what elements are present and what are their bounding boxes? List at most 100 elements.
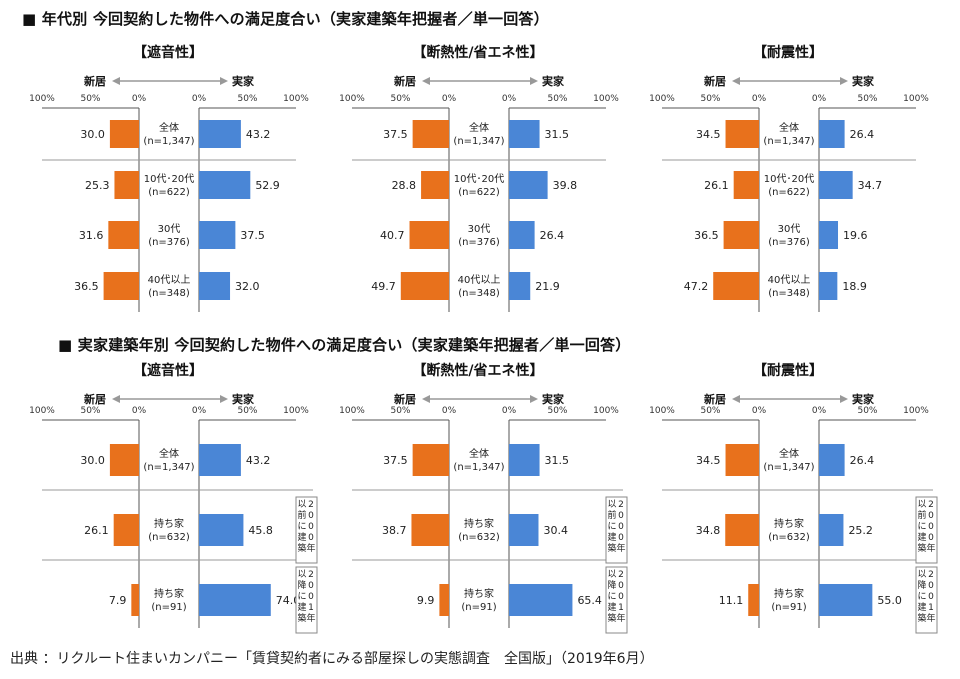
age-2-bar-new: [713, 272, 759, 300]
age-1-arrow-right-head: [530, 77, 538, 85]
age-0-category-n: (n=1,347): [143, 136, 194, 147]
age-0-right-label: 実家: [232, 74, 255, 88]
build-1-category-n: (n=1,347): [453, 462, 504, 473]
build-2-side-desc-char: 築: [917, 542, 926, 554]
build-0-category-n: (n=91): [151, 602, 186, 613]
age-2-bar-parent: [819, 221, 839, 249]
build-0-value-parent: 74.0: [276, 594, 301, 607]
age-1-bar-parent: [509, 272, 531, 300]
build-0-category-label: 持ち家: [154, 587, 184, 600]
age-2-left-tick: 50%: [700, 94, 720, 104]
build-1-value-new: 9.9: [417, 594, 435, 607]
build-2-side-desc-char: に: [917, 521, 926, 532]
build-2-side-desc-char: 築: [917, 612, 926, 624]
age-0-bar-new: [109, 120, 139, 148]
build-0-side-desc-char: に: [297, 591, 306, 602]
build-2-left-tick: 100%: [649, 406, 675, 416]
age-1-value-parent: 31.5: [545, 128, 570, 141]
age-1-bar-new: [412, 120, 449, 148]
build-1-side-desc-char: 築: [607, 612, 616, 624]
build-1-right-tick: 0%: [502, 406, 517, 416]
age-1-value-parent: 39.8: [553, 179, 578, 192]
age-0-category-n: (n=622): [148, 187, 190, 198]
source-note: 出典 ：リクルート住まいカンパニー「賃貸契約者にみる部屋探しの実態調査 全国版」…: [10, 651, 654, 667]
age-1-right-tick: 0%: [502, 94, 517, 104]
build-2-side-year-char: 1: [928, 603, 934, 613]
build-0-side-year-char: 2: [308, 570, 314, 580]
build-2-category-label: 全体: [779, 447, 799, 460]
age-2-category-n: (n=348): [768, 288, 810, 299]
build-0-category-label: 全体: [159, 447, 179, 460]
build-0-side-desc-char: 降: [297, 579, 306, 591]
section-title-build-year: ■ 実家建築年別 今回契約した物件への満足度合い（実家建築年把握者／単一回答）: [58, 336, 631, 354]
build-0-side-year-char: 0: [308, 522, 314, 532]
build-2-side-box: [915, 566, 938, 634]
build-1-arrow-left-head: [422, 395, 430, 403]
age-2-bar-parent: [819, 272, 838, 300]
age-1-right-tick: 100%: [593, 94, 619, 104]
build-0-right-label: 実家: [232, 392, 255, 406]
build-1-side-desc-char: 築: [607, 542, 616, 554]
build-0-value-new: 26.1: [84, 524, 109, 537]
build-2-side-year-char: 0: [928, 511, 934, 521]
age-1-category-label: 10代･20代: [454, 173, 504, 185]
build-1-arrow-right-head: [530, 395, 538, 403]
age-2-category-n: (n=1,347): [763, 136, 814, 147]
build-2-side-year-char: 2: [928, 570, 934, 580]
build-2-bar-new: [725, 444, 759, 476]
age-1-value-parent: 21.9: [535, 280, 560, 293]
age-1-value-new: 28.8: [392, 179, 417, 192]
build-0-side-box: [295, 496, 318, 564]
age-0-value-parent: 32.0: [235, 280, 259, 293]
age-2-category-n: (n=622): [768, 187, 810, 198]
build-0-right-tick: 0%: [192, 406, 207, 416]
build-2-side-desc-char: に: [917, 591, 926, 602]
build-0-side-year-char: 0: [308, 592, 314, 602]
build-2-side-year-char: 2: [928, 500, 934, 510]
age-1-right-label: 実家: [542, 74, 565, 88]
age-2-bar-parent: [819, 120, 845, 148]
age-0-value-new: 36.5: [74, 280, 99, 293]
build-1-right-tick: 100%: [593, 406, 619, 416]
age-0-value-new: 31.6: [79, 229, 104, 242]
build-2-side-year-char: 0: [928, 533, 934, 543]
build-1-side-box: [605, 496, 628, 564]
build-1-side-year-char: 0: [618, 581, 624, 591]
build-0-side-desc-char: 建: [297, 531, 306, 543]
build-1-right-tick: 50%: [547, 406, 567, 416]
age-2-value-new: 36.5: [694, 229, 719, 242]
age-0-bar-parent: [199, 221, 236, 249]
age-2-value-parent: 19.6: [843, 229, 868, 242]
build-0-category-n: (n=632): [148, 532, 190, 543]
age-2-value-new: 47.2: [684, 280, 709, 293]
build-2-side-year-char: 0: [928, 592, 934, 602]
build-1-value-new: 37.5: [383, 454, 408, 467]
age-2-right-tick: 100%: [903, 94, 929, 104]
age-2-arrow-right-head: [840, 77, 848, 85]
build-1-category-label: 持ち家: [464, 517, 494, 530]
build-2-right-tick: 0%: [812, 406, 827, 416]
age-1-arrow-left-head: [422, 77, 430, 85]
age-1-left-tick: 100%: [339, 94, 365, 104]
build-0-side-desc-char: 築: [297, 542, 306, 554]
age-0-value-new: 30.0: [80, 128, 105, 141]
build-0-side-year-char: 1: [308, 603, 314, 613]
build-2-value-parent: 25.2: [848, 524, 873, 537]
build-2-value-new: 11.1: [719, 594, 744, 607]
age-2-bar-new: [723, 221, 759, 249]
build-1-side-year-char: 2: [618, 500, 624, 510]
build-2-bar-parent: [819, 584, 873, 616]
age-2-value-parent: 34.7: [858, 179, 883, 192]
build-0-side-year-char: 0: [308, 533, 314, 543]
build-1-side-year-char: 0: [618, 522, 624, 532]
age-2-left-tick: 0%: [752, 94, 767, 104]
build-1-side-year-char: 年: [616, 542, 625, 554]
build-2-category-n: (n=91): [771, 602, 806, 613]
build-2-side-desc-char: 建: [917, 601, 926, 613]
build-1-left-label: 新居: [394, 392, 416, 406]
build-0-side-year-char: 0: [308, 511, 314, 521]
age-0-bar-parent: [199, 171, 251, 199]
age-1-value-new: 40.7: [380, 229, 405, 242]
age-1-right-tick: 50%: [547, 94, 567, 104]
build-1-side-year-char: 0: [618, 592, 624, 602]
